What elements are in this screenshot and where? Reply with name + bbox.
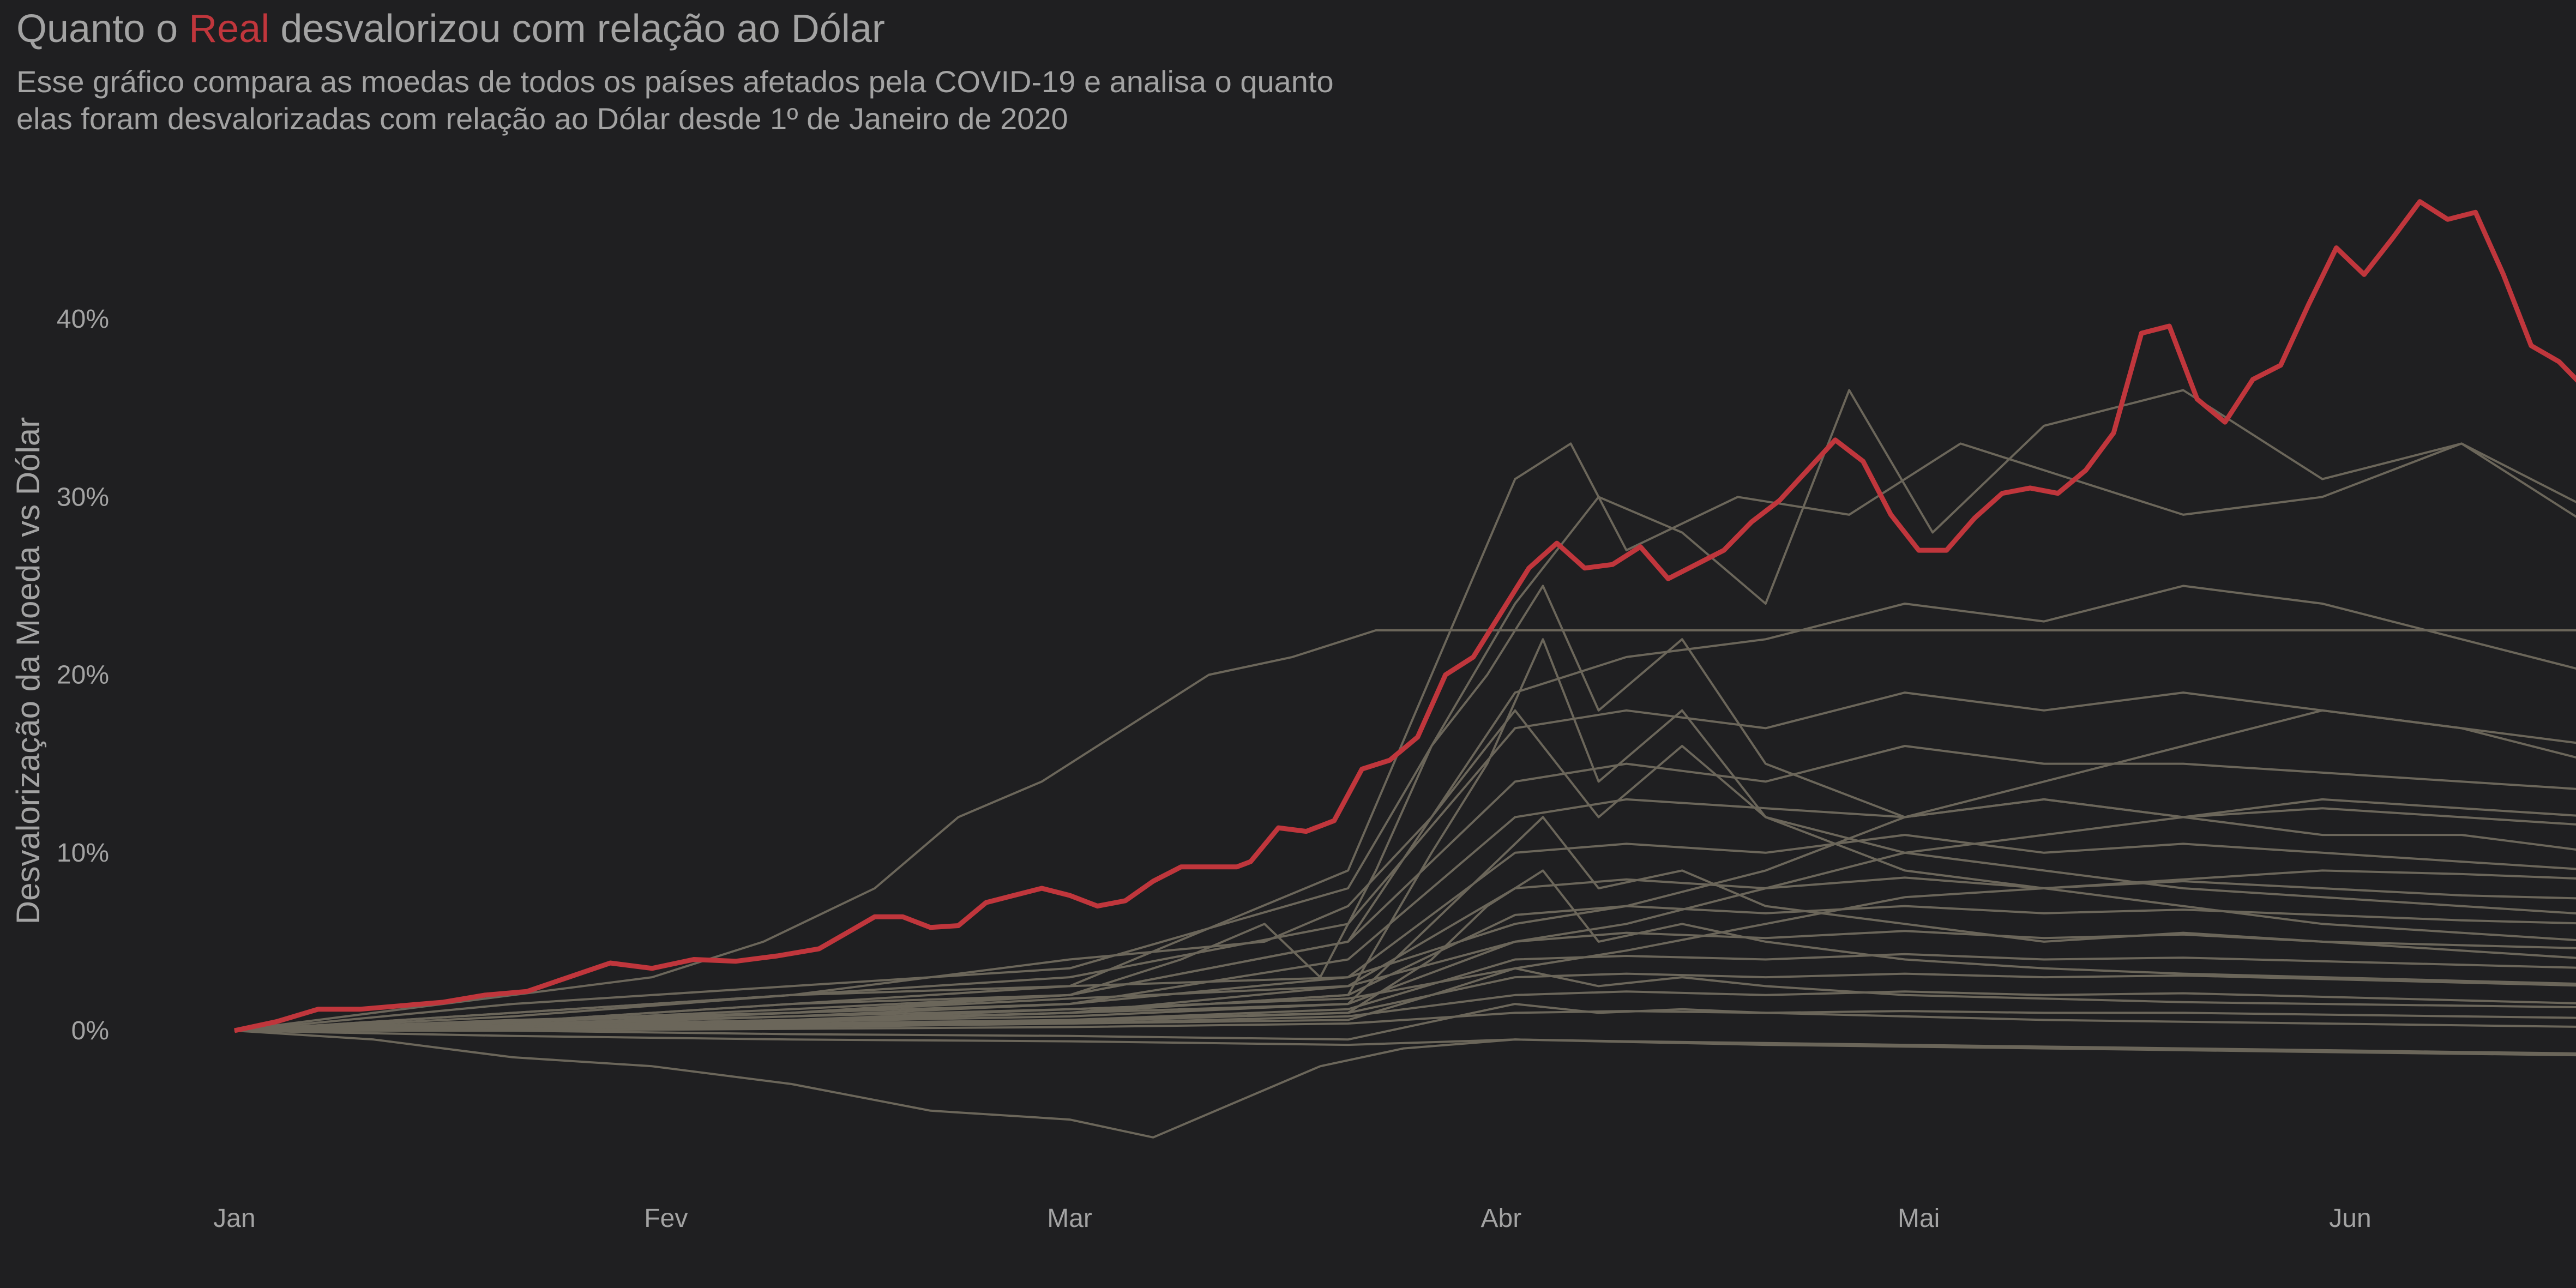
- series-line-25: [234, 709, 2576, 1032]
- series-line-2: [234, 389, 2576, 1032]
- x-tick-label: Abr: [1481, 1204, 1522, 1233]
- x-tick-label: Mar: [1047, 1204, 1092, 1233]
- title-prefix: Quanto o: [16, 7, 189, 51]
- y-tick-label: 10%: [57, 839, 109, 868]
- series-line-3: [234, 442, 2576, 1032]
- series-line-23: [234, 967, 2576, 1032]
- series-line-7: [234, 798, 2576, 1032]
- y-tick-label: 30%: [57, 483, 109, 511]
- series-line-highlight: [234, 199, 2576, 1033]
- title-highlight: Real: [189, 7, 270, 51]
- y-tick-label: 40%: [57, 305, 109, 334]
- subtitle-line-2: elas foram desvalorizadas com relação ao…: [16, 101, 1068, 136]
- y-axis-ticks: 0% 10% 20% 30% 40%: [57, 305, 109, 1045]
- x-tick-label: Jun: [2329, 1204, 2371, 1233]
- x-axis-ticks: Jan Fev Mar Abr Mai Jun: [213, 1204, 2371, 1233]
- series-line-14: [234, 990, 2576, 1032]
- series-line-18: [234, 585, 2576, 1032]
- chart-title: Quanto o Real desvalorizou com relação a…: [16, 7, 885, 51]
- series-line-15: [234, 1010, 2576, 1032]
- series-group-highlight: [234, 199, 2576, 1033]
- x-tick-label: Jan: [213, 1204, 255, 1233]
- series-line-17: [234, 1030, 2576, 1139]
- y-tick-label: 20%: [57, 661, 109, 690]
- series-group-others: [234, 389, 2576, 1139]
- series-line-4: [234, 585, 2576, 1032]
- series-line-10: [234, 905, 2576, 1032]
- subtitle-line-1: Esse gráfico compara as moedas de todos …: [16, 64, 1334, 99]
- series-line-16: [234, 1030, 2576, 1055]
- series-line-22: [234, 869, 2576, 1032]
- series-line-5: [234, 691, 2576, 1032]
- series-line-26: [234, 798, 2576, 1032]
- title-suffix: desvalorizou com relação ao Dólar: [269, 7, 885, 51]
- series-line-6: [234, 745, 2576, 1032]
- series-line-11: [234, 930, 2576, 1032]
- x-tick-label: Mai: [1898, 1204, 1940, 1233]
- series-line-21: [234, 816, 2576, 1032]
- y-axis-label: Desvalorização da Moeda vs Dólar: [10, 417, 46, 924]
- x-tick-label: Fev: [644, 1204, 688, 1233]
- series-line-27: [234, 869, 2576, 1032]
- series-line-20: [234, 709, 2576, 1032]
- y-tick-label: 0%: [71, 1016, 109, 1045]
- chart-subtitle: Esse gráfico compara as moedas de todos …: [16, 63, 1598, 137]
- series-line-24: [234, 1003, 2576, 1041]
